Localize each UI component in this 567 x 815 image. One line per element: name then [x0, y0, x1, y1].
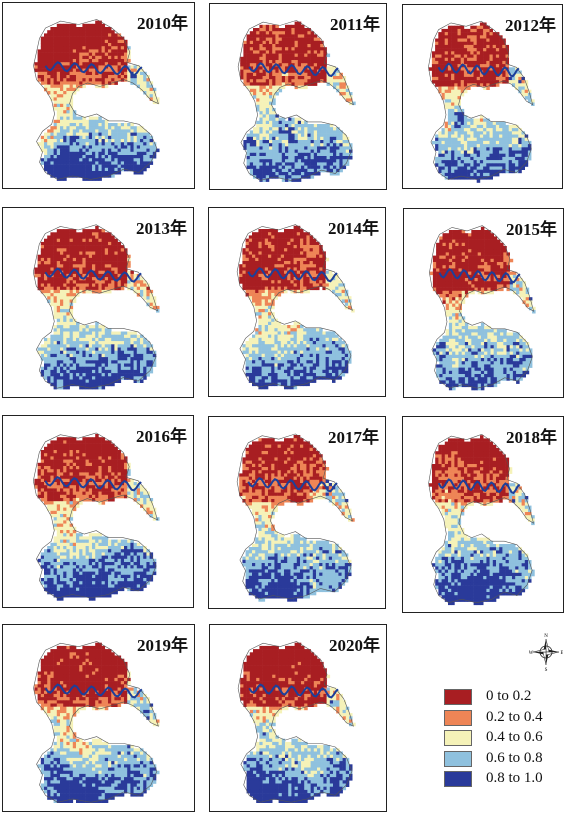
- map-panel: 2019年: [2, 624, 195, 812]
- choropleth-map: [428, 433, 535, 606]
- legend-swatch: [444, 689, 472, 705]
- legend-label: 0.2 to 0.4: [486, 708, 543, 725]
- year-label: 2013年: [136, 219, 187, 238]
- year-label: 2014年: [328, 219, 379, 238]
- map-panel: 2016年: [2, 415, 194, 608]
- compass-e: E: [560, 651, 563, 656]
- legend-swatch: [444, 771, 472, 787]
- choropleth-map: [237, 20, 356, 182]
- compass-rose: N S E W: [529, 633, 564, 676]
- year-label: 2020年: [329, 636, 380, 655]
- choropleth-map: [428, 20, 535, 183]
- year-label: 2017年: [328, 428, 379, 447]
- choropleth-map: [33, 19, 160, 181]
- legend-swatch: [444, 750, 472, 767]
- map-panel: 2017年: [208, 416, 386, 609]
- legend: 0 to 0.2 0.2 to 0.4 0.4 to 0.6 0.6 to 0.8 0.…: [444, 688, 564, 791]
- choropleth-map: [236, 433, 355, 602]
- choropleth-map: [33, 641, 160, 803]
- map-panel: 2015年: [403, 208, 564, 398]
- compass-n: N: [544, 634, 548, 639]
- legend-label: 0.8 to 1.0: [486, 770, 543, 786]
- year-label: 2011年: [329, 15, 380, 34]
- year-label: 2018年: [506, 428, 557, 447]
- legend-item: 0.6 to 0.8: [444, 750, 564, 771]
- legend-item: 0 to 0.2: [444, 688, 564, 709]
- year-label: 2015年: [506, 220, 557, 239]
- map-panel: 2013年: [2, 207, 194, 398]
- choropleth-map: [429, 225, 536, 391]
- year-label: 2012年: [505, 16, 556, 35]
- year-label: 2010年: [137, 14, 188, 33]
- legend-item: 0.2 to 0.4: [444, 709, 564, 730]
- legend-item: 0.8 to 1.0: [444, 770, 564, 791]
- map-panel: 2020年: [209, 624, 387, 812]
- choropleth-map: [236, 224, 355, 390]
- legend-swatch: [444, 730, 472, 746]
- legend-label: 0 to 0.2: [486, 688, 532, 704]
- map-panel: 2012年: [402, 4, 563, 189]
- map-panel: 2010年: [2, 2, 195, 189]
- map-panel: 2011年: [209, 3, 387, 190]
- compass-w: W: [529, 651, 534, 656]
- choropleth-map: [237, 641, 356, 803]
- choropleth-map: [32, 224, 160, 390]
- compass-s: S: [545, 668, 548, 671]
- choropleth-map: [32, 432, 160, 601]
- legend-swatch: [444, 709, 472, 726]
- map-panel: 2014年: [208, 207, 386, 397]
- legend-item: 0.4 to 0.6: [444, 729, 564, 750]
- year-label: 2019年: [137, 636, 188, 655]
- legend-label: 0.4 to 0.6: [486, 729, 543, 745]
- map-panel: 2018年: [402, 416, 564, 613]
- year-label: 2016年: [136, 427, 187, 446]
- legend-label: 0.6 to 0.8: [486, 749, 543, 766]
